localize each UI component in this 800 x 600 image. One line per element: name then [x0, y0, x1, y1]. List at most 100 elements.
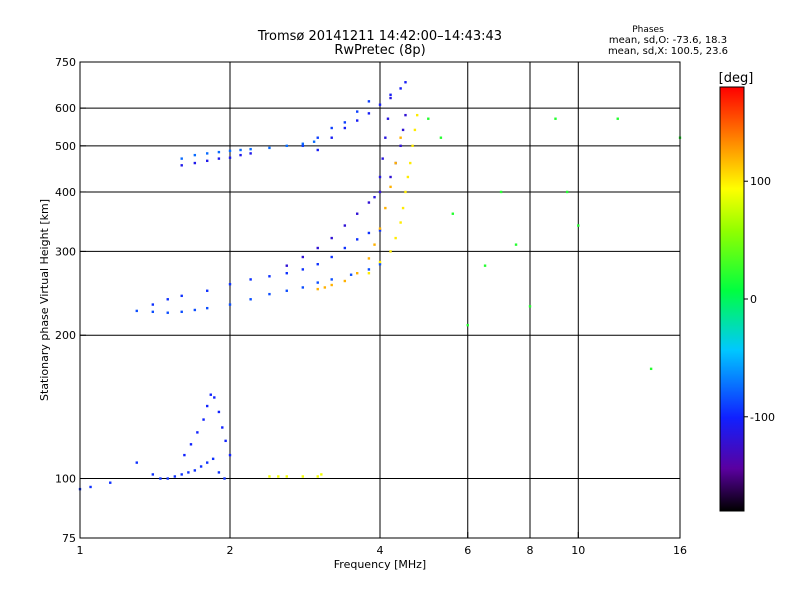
- y-tick-label: 100: [55, 473, 76, 486]
- scatter-point: [228, 156, 232, 159]
- scatter-point: [301, 142, 305, 145]
- scatter-point: [399, 87, 402, 90]
- x-tick-label: 2: [227, 544, 234, 557]
- stats-line-x: mean, sd,X: 100.5, 23.6: [608, 46, 728, 57]
- y-tick-label: 750: [55, 56, 76, 69]
- colorbar-tick-label: 0: [750, 293, 757, 306]
- scatter-point: [343, 246, 347, 250]
- scatter-point: [577, 224, 580, 227]
- scatter-point: [217, 410, 221, 414]
- scatter-point: [355, 119, 359, 122]
- scatter-point: [367, 231, 371, 235]
- scatter-point: [649, 367, 653, 371]
- scatter-point: [394, 161, 397, 165]
- scatter-point: [378, 229, 382, 232]
- scatter-point: [199, 465, 203, 468]
- scatter-point: [217, 157, 221, 160]
- scatter-point: [323, 286, 327, 289]
- scatter-point: [173, 475, 177, 478]
- scatter-point: [406, 175, 410, 179]
- x-axis-label: Frequency [MHz]: [334, 558, 426, 571]
- scatter-point: [228, 453, 232, 457]
- scatter-point: [285, 475, 288, 478]
- scatter-point: [409, 161, 412, 165]
- scatter-point: [367, 257, 371, 260]
- scatter-point: [355, 238, 359, 241]
- scatter-point: [301, 255, 305, 259]
- scatter-point: [159, 477, 162, 480]
- y-tick-label: 75: [62, 532, 76, 545]
- scatter-point: [285, 289, 288, 292]
- scatter-point: [401, 128, 405, 132]
- scatter-point: [221, 426, 224, 429]
- scatter-point: [401, 206, 405, 210]
- scatter-point: [330, 126, 333, 130]
- scatter-point: [205, 404, 209, 408]
- scatter-point: [205, 461, 209, 464]
- scatter-point: [349, 273, 353, 276]
- scatter-point: [343, 126, 347, 130]
- scatter-point: [320, 473, 323, 476]
- scatter-point: [285, 272, 288, 275]
- scatter-point: [166, 298, 169, 301]
- scatter-point: [166, 477, 169, 480]
- colorbar-tick-label: 100: [750, 175, 771, 188]
- scatter-point: [228, 283, 232, 286]
- scatter-point: [193, 469, 197, 472]
- scatter-point: [187, 471, 190, 474]
- scatter-point: [413, 128, 417, 132]
- scatter-point: [202, 418, 205, 421]
- scatter-point: [211, 457, 215, 461]
- colorbar-ticks: 100 0 -100: [744, 175, 775, 424]
- scatter-point: [355, 272, 359, 275]
- scatter-point: [249, 278, 252, 281]
- scatter-point: [205, 306, 209, 310]
- colorbar-label: [deg]: [719, 71, 754, 86]
- scatter-point: [378, 260, 382, 264]
- scatter-point: [330, 278, 333, 281]
- y-tick-label: 500: [55, 140, 76, 153]
- scatter-point: [386, 117, 390, 120]
- scatter-point: [404, 113, 407, 117]
- scatter-point: [213, 396, 216, 399]
- scatter-point: [217, 150, 221, 154]
- scatter-point: [209, 393, 212, 396]
- scatter-point: [616, 117, 619, 120]
- scatter-point: [373, 243, 376, 246]
- x-tick-label: 10: [571, 544, 585, 557]
- scatter-point: [384, 136, 387, 139]
- scatter-point: [439, 136, 443, 139]
- scatter-point: [499, 190, 503, 194]
- scatter-point: [151, 310, 155, 314]
- scatter-point: [316, 281, 319, 284]
- scatter-point: [223, 477, 226, 480]
- stats-line-o: mean, sd,O: -73.6, 18.3: [609, 35, 727, 46]
- scatter-point: [228, 303, 232, 306]
- scatter-point: [378, 263, 382, 266]
- x-tick-label: 16: [673, 544, 687, 557]
- scatter-point: [224, 439, 227, 443]
- chart-subtitle: RwPretec (8p): [334, 43, 425, 58]
- scatter-point: [285, 264, 288, 267]
- y-tick-label: 200: [55, 329, 76, 342]
- scatter-point: [268, 275, 271, 278]
- scatter-point: [180, 164, 183, 167]
- scatter-point: [399, 221, 402, 224]
- scatter-point: [343, 121, 347, 124]
- scatter-point: [389, 250, 392, 253]
- y-axis-label: Stationary phase Virtual Height [km]: [38, 199, 51, 401]
- scatter-point: [411, 144, 414, 148]
- scatter-point: [205, 152, 209, 155]
- scatter-point: [89, 485, 92, 489]
- scatter-point: [205, 159, 209, 163]
- scatter-point: [193, 153, 197, 157]
- scatter-point: [378, 103, 382, 106]
- scatter-point: [285, 144, 288, 148]
- scatter-point: [228, 149, 232, 153]
- scatter-point: [180, 310, 183, 314]
- scatter-point: [316, 475, 319, 478]
- scatter-point: [330, 283, 333, 287]
- stats-heading: Phases: [632, 25, 664, 35]
- y-tick-label: 300: [55, 245, 76, 258]
